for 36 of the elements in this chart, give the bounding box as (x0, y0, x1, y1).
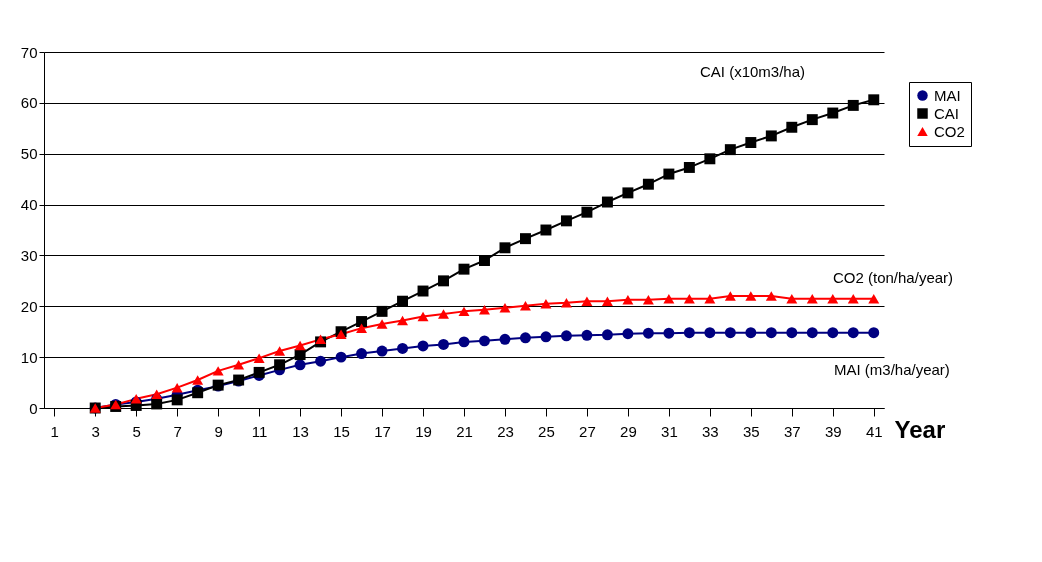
x-tick-label: 7 (173, 422, 182, 440)
legend-label: MAI (934, 86, 961, 104)
x-tick-label: 11 (251, 422, 268, 440)
x-tick-label: 15 (333, 422, 350, 440)
legend-label: CAI (934, 104, 960, 122)
x-tick-label: 29 (620, 422, 637, 440)
y-tick-label: 50 (20, 145, 38, 163)
x-axis-title: Year (894, 415, 946, 443)
annotation: CO2 (ton/ha/year) (833, 269, 954, 286)
x-tick-label: 41 (865, 422, 883, 440)
annotation: CAI (x10m3/ha) (700, 63, 806, 80)
x-tick-label: 33 (702, 422, 719, 440)
x-tick-label: 39 (824, 422, 842, 440)
x-tick-label: 19 (415, 422, 432, 440)
x-tick-label: 1 (50, 422, 59, 440)
x-tick-label: 37 (783, 422, 801, 440)
x-tick-label: 13 (292, 422, 309, 440)
y-tick-label: 40 (20, 196, 38, 214)
x-tick-label: 21 (456, 422, 473, 440)
x-tick-label: 31 (661, 422, 678, 440)
x-tick-label: 17 (374, 422, 391, 440)
y-tick-label: 30 (20, 246, 38, 264)
x-tick-label: 25 (538, 422, 555, 440)
annotation: MAI (m3/ha/year) (834, 361, 950, 378)
y-tick-label: 10 (20, 348, 38, 366)
y-tick-label: 0 (29, 399, 38, 417)
x-tick-label: 5 (132, 422, 141, 440)
x-tick-label: 35 (742, 422, 760, 440)
y-tick-label: 60 (20, 94, 38, 112)
y-tick-label: 70 (20, 43, 38, 61)
x-tick-label: 9 (214, 422, 223, 440)
x-tick-label: 3 (91, 422, 100, 440)
x-tick-label: 27 (579, 422, 596, 440)
legend-label: CO2 (934, 122, 965, 140)
y-tick-label: 20 (20, 297, 38, 315)
x-tick-label: 23 (497, 422, 514, 440)
